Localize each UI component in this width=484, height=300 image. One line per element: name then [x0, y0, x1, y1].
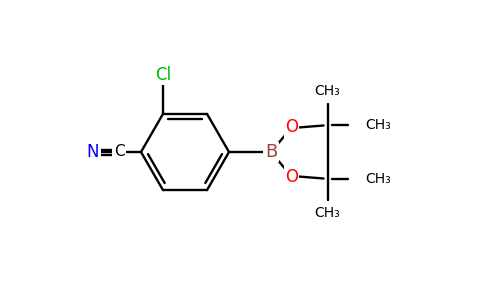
Text: O: O [285, 118, 298, 136]
Text: CH₃: CH₃ [315, 206, 340, 220]
Text: CH₃: CH₃ [315, 85, 340, 98]
Text: B: B [265, 143, 277, 161]
Text: CH₃: CH₃ [365, 118, 392, 133]
Text: N: N [87, 143, 99, 161]
Text: C: C [114, 145, 124, 160]
Text: O: O [285, 167, 298, 185]
Text: Cl: Cl [155, 66, 171, 84]
Text: CH₃: CH₃ [365, 172, 392, 185]
